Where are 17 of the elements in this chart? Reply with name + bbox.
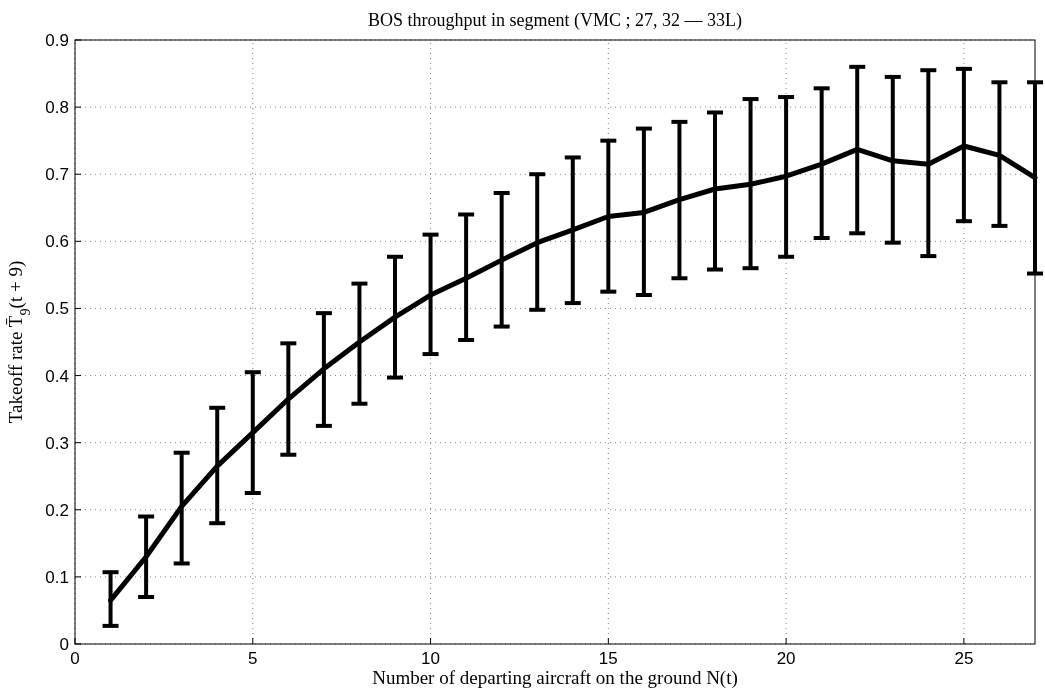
y-tick-label: 0.2 (45, 500, 69, 520)
y-tick-label: 0 (59, 634, 69, 654)
x-axis-title: Number of departing aircraft on the ground N(t) (372, 667, 738, 689)
y-tick-label: 0.3 (45, 433, 69, 453)
y-tick-label: 0.4 (45, 366, 69, 386)
y-tick-label: 0.5 (45, 299, 69, 319)
y-tick-label: 0.9 (45, 30, 69, 50)
x-tick-label: 20 (776, 649, 796, 668)
chart-title: BOS throughput in segment (VMC ; 27, 32 — 33L) (368, 10, 742, 31)
x-tick-label: 5 (248, 649, 258, 668)
y-tick-label: 0.8 (45, 98, 69, 118)
x-tick-label: 10 (421, 649, 441, 668)
y-tick-label: 0.7 (45, 165, 69, 185)
x-tick-label: 25 (954, 649, 974, 668)
y-tick-label: 0.6 (45, 232, 69, 252)
x-tick-label: 15 (598, 649, 618, 668)
y-tick-label: 0.1 (45, 567, 69, 587)
